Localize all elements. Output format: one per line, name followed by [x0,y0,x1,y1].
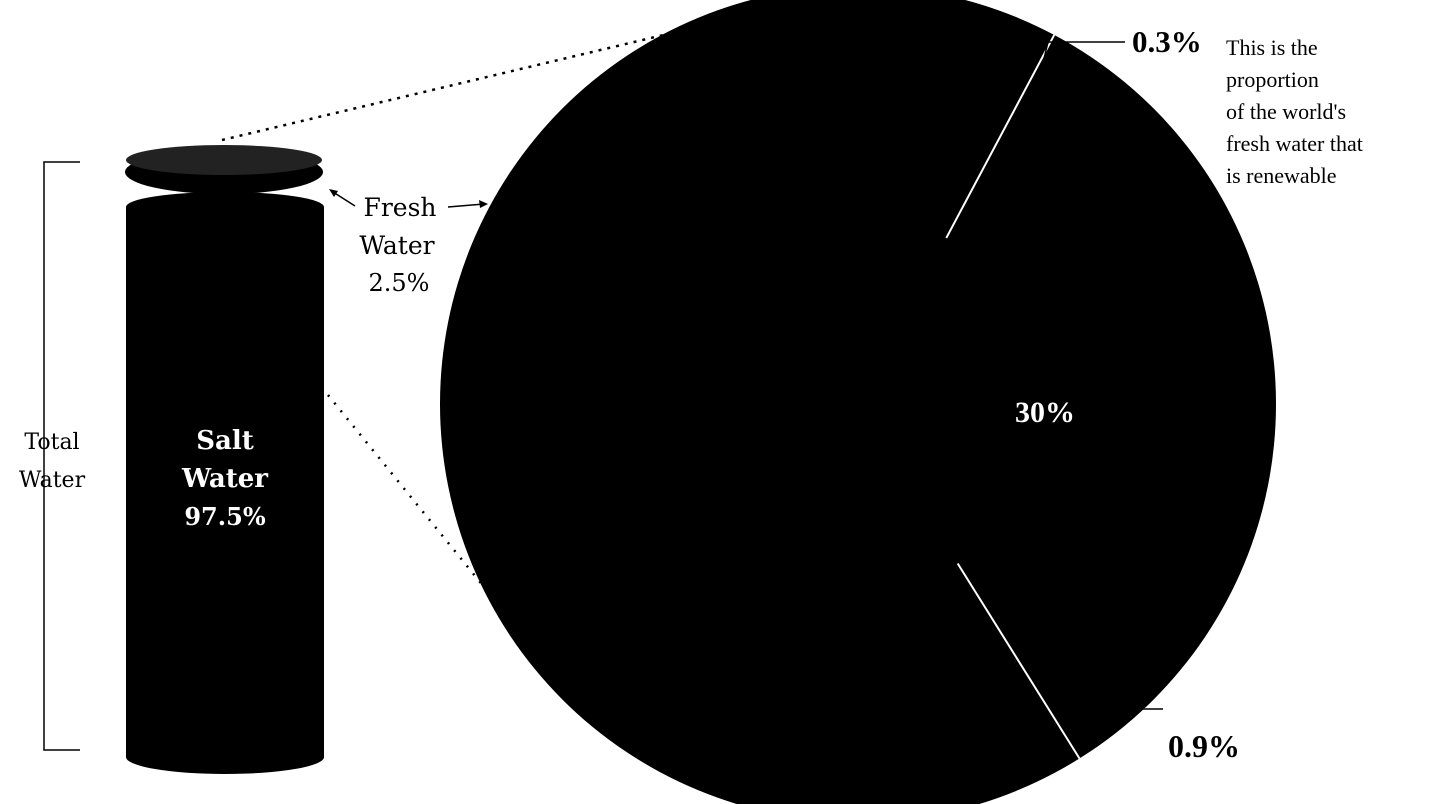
fresh-water-label-line1: Fresh [363,193,436,222]
fresh-arrow-left-shaft [332,191,356,207]
total-water-label-line2: Water [19,468,86,493]
fresh-water-disc [125,145,323,194]
fresh-water-disc-top [126,145,322,175]
salt-water-value-label: 97.5% [184,502,265,531]
total-water-bracket [43,161,80,751]
annotation-line-2: proportion [1226,67,1319,92]
fresh-water-label-line2: Water [359,231,434,260]
pie-slice-0.9 [956,562,1081,760]
salt-water-cylinder-bottom [126,740,324,774]
salt-water-bar [126,207,324,757]
pie-slice-0.3 [945,34,1056,239]
pie-label-0.9: 0.9% [1168,728,1240,764]
annotation-line-4: fresh water that [1226,131,1363,156]
salt-water-label-line2: Water [181,464,268,494]
annotation-line-5: is renewable [1226,163,1337,188]
leader-0.3 [1041,41,1049,68]
pie-slice-30 [440,0,1276,804]
fresh-arrow-left-head [329,189,338,197]
pie-label-30: 30% [1015,396,1075,429]
salt-water-cylinder-top [126,192,324,222]
fresh-arrow-right-shaft [447,203,485,208]
dotted-connector-bottom [327,394,494,599]
salt-water-label-line1: Salt [196,426,254,456]
dotted-connector-top [221,16,736,142]
leader-0.9 [1084,687,1111,710]
annotation-line-3: of the world's [1226,99,1346,124]
fresh-arrow-right-head [479,200,488,208]
annotation-line-1: This is the [1226,35,1318,60]
fresh-water-pie [440,0,1276,804]
fresh-water-value-label: 2.5% [369,269,430,297]
salt-water-cylinder [126,192,324,774]
total-water-label-line1: Total [24,430,79,455]
pie-label-0.3: 0.3% [1132,24,1202,59]
